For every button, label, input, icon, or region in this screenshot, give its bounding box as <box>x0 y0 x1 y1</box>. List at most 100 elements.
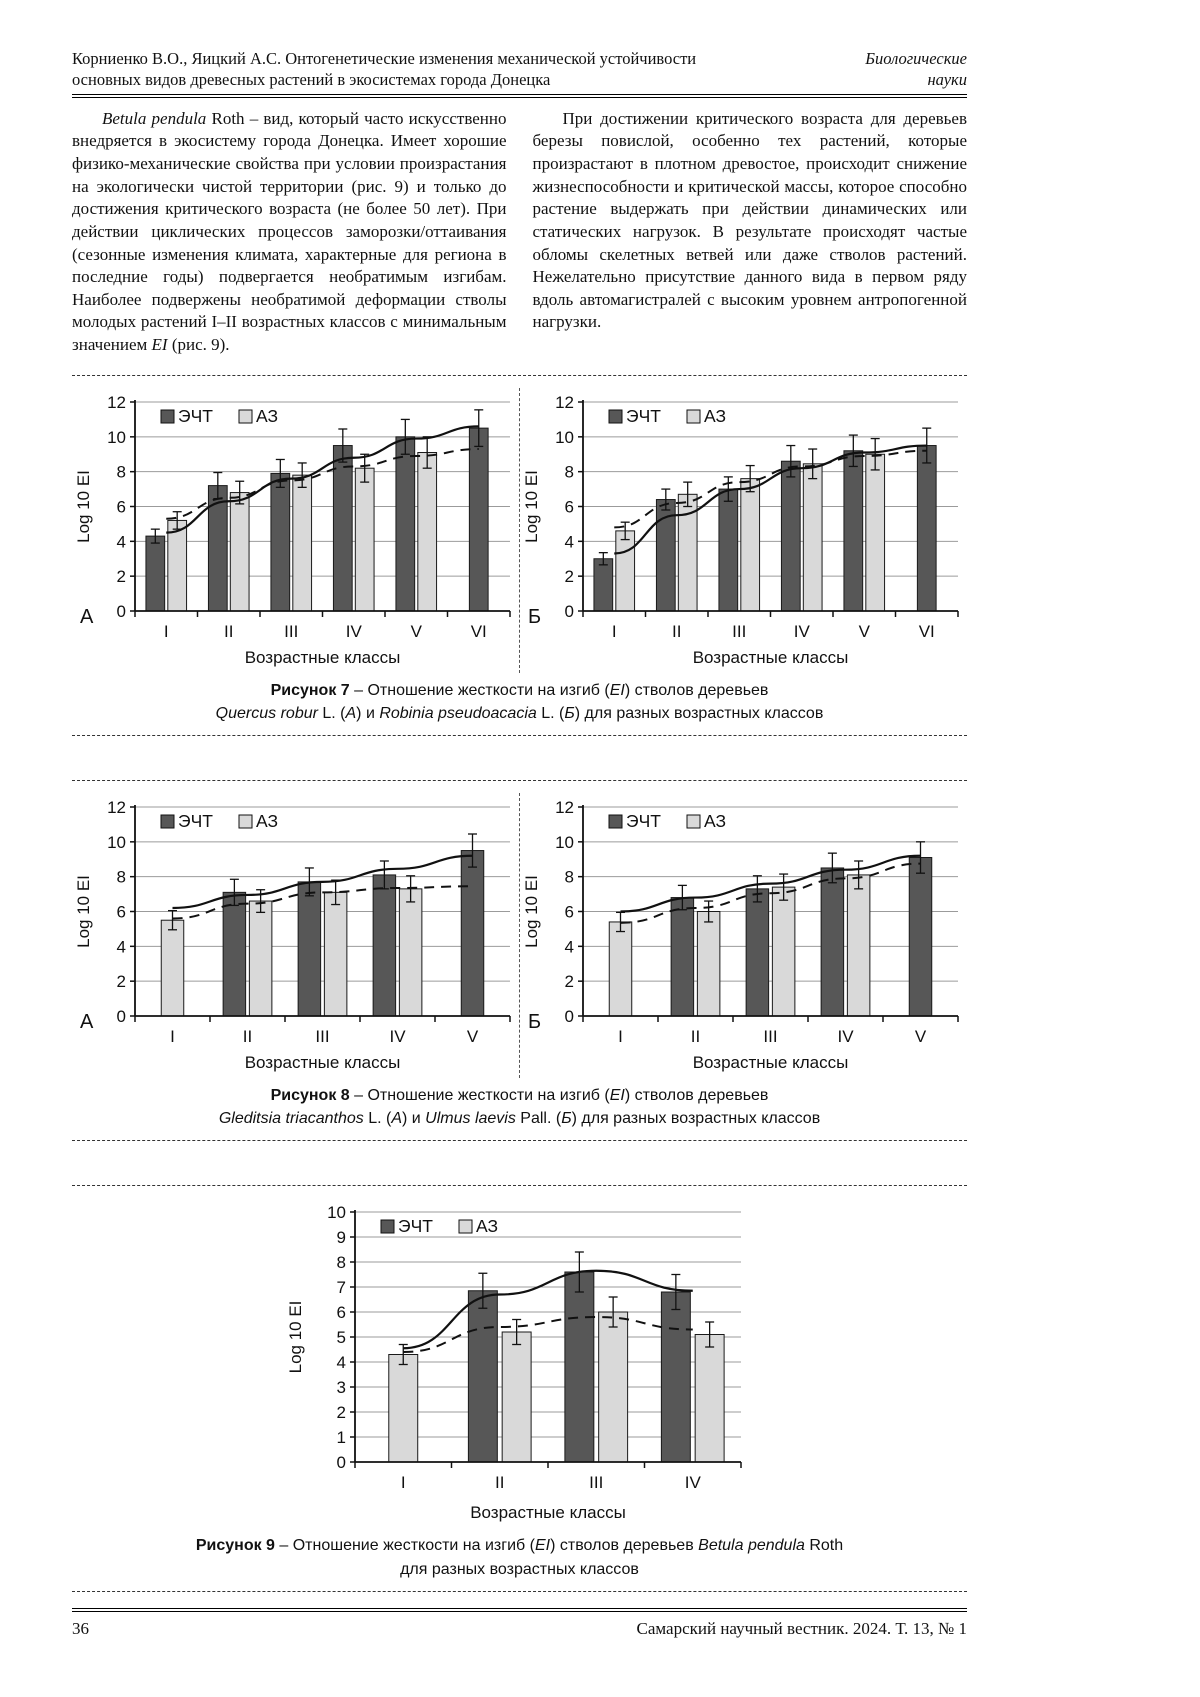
svg-text:Возрастные классы: Возрастные классы <box>245 648 401 667</box>
figure7-panel-b: 0 2 4 6 8 10 12 I II III IV V VI Возрастные классы Log… <box>519 387 967 673</box>
svg-text:Возрастные классы: Возрастные классы <box>245 1053 401 1072</box>
figure8-panel-a-letter: А <box>80 1010 94 1033</box>
svg-text:6: 6 <box>565 902 574 921</box>
svg-text:III: III <box>589 1473 603 1492</box>
svg-text:I: I <box>618 1027 623 1046</box>
svg-text:7: 7 <box>336 1278 345 1297</box>
svg-text:6: 6 <box>565 497 574 516</box>
svg-text:0: 0 <box>565 602 574 621</box>
svg-text:ЭЧТ: ЭЧТ <box>626 811 661 831</box>
svg-text:8: 8 <box>117 868 126 887</box>
svg-text:Log 10 EI: Log 10 EI <box>74 875 93 948</box>
svg-text:6: 6 <box>117 497 126 516</box>
figure7-charts-row: 0 2 4 6 8 10 12 I II III IV V VI Возрастные классы Log… <box>72 387 967 673</box>
figure9-caption: Рисунок 9 – Отношение жесткости на изгиб… <box>195 1537 844 1578</box>
svg-text:II: II <box>224 622 233 641</box>
svg-text:Возрастные классы: Возрастные классы <box>470 1503 626 1522</box>
svg-text:I: I <box>612 622 617 641</box>
svg-text:III: III <box>763 1027 777 1046</box>
svg-text:8: 8 <box>336 1253 345 1272</box>
svg-text:9: 9 <box>336 1228 345 1247</box>
svg-text:8: 8 <box>565 868 574 887</box>
svg-text:12: 12 <box>555 393 574 412</box>
svg-text:12: 12 <box>107 798 126 817</box>
svg-text:2: 2 <box>117 972 126 991</box>
svg-text:АЗ: АЗ <box>256 811 278 831</box>
svg-text:12: 12 <box>107 393 126 412</box>
svg-text:I: I <box>400 1473 405 1492</box>
svg-text:2: 2 <box>565 972 574 991</box>
svg-text:II: II <box>495 1473 504 1492</box>
svg-text:VI: VI <box>919 622 935 641</box>
svg-text:V: V <box>859 622 871 641</box>
running-header: Корниенко В.О., Яицкий А.С. Онтогенетиче… <box>72 48 967 91</box>
svg-text:0: 0 <box>117 602 126 621</box>
svg-text:10: 10 <box>555 833 574 852</box>
svg-text:10: 10 <box>555 427 574 446</box>
page-footer: 36 Самарский научный вестник. 2024. Т. 1… <box>72 1607 967 1639</box>
svg-text:8: 8 <box>565 462 574 481</box>
svg-text:10: 10 <box>107 833 126 852</box>
svg-text:4: 4 <box>117 532 126 551</box>
svg-text:0: 0 <box>117 1007 126 1026</box>
figure7-panel-a: 0 2 4 6 8 10 12 I II III IV V VI Возрастные классы Log… <box>72 388 519 673</box>
page-number: 36 <box>72 1618 89 1638</box>
svg-text:V: V <box>411 622 423 641</box>
figure8-panel-b-letter: Б <box>528 1010 542 1033</box>
svg-text:V: V <box>467 1027 479 1046</box>
svg-text:10: 10 <box>107 427 126 446</box>
svg-text:Возрастные классы: Возрастные классы <box>693 648 849 667</box>
svg-text:V: V <box>915 1027 927 1046</box>
header-rule <box>72 93 967 98</box>
svg-text:АЗ: АЗ <box>476 1216 498 1236</box>
svg-text:4: 4 <box>565 937 574 956</box>
svg-text:IV: IV <box>837 1027 854 1046</box>
svg-text:АЗ: АЗ <box>256 406 278 426</box>
section-line-2: науки <box>927 70 967 90</box>
svg-text:Log 10 EI: Log 10 EI <box>74 470 93 543</box>
svg-text:VI: VI <box>471 622 487 641</box>
svg-text:АЗ: АЗ <box>704 406 726 426</box>
svg-text:III: III <box>732 622 746 641</box>
left-paragraph: Betula pendula Roth – вид, который часто… <box>72 108 507 354</box>
svg-text:Log 10 EI: Log 10 EI <box>286 1301 305 1374</box>
page-content: Корниенко В.О., Яицкий А.С. Онтогенетиче… <box>72 0 967 1639</box>
right-paragraph: При достижении критического возраста для… <box>532 108 968 332</box>
figure7-panel-b-letter: Б <box>528 605 542 628</box>
figure8-panel-b: 0 2 4 6 8 10 12 I II III IV V Возрастные классы Log 1… <box>519 792 967 1078</box>
svg-text:3: 3 <box>336 1378 345 1397</box>
svg-text:ЭЧТ: ЭЧТ <box>178 406 213 426</box>
running-header-authors: Корниенко В.О., Яицкий А.С. Онтогенетиче… <box>72 48 696 91</box>
svg-text:4: 4 <box>565 532 574 551</box>
figure-7: 0 2 4 6 8 10 12 I II III IV V VI Возрастные классы Log… <box>72 374 967 736</box>
figure-8: 0 2 4 6 8 10 12 I II III IV V Возрастные классы Log 1… <box>72 779 967 1142</box>
svg-text:1: 1 <box>336 1428 345 1447</box>
svg-text:II: II <box>691 1027 700 1046</box>
svg-text:IV: IV <box>684 1473 701 1492</box>
svg-text:4: 4 <box>117 937 126 956</box>
figure8-caption: Рисунок 8 – Отношение жесткости на изгиб… <box>218 1086 821 1128</box>
svg-text:2: 2 <box>565 567 574 586</box>
left-column: Betula pendula Roth – вид, который часто… <box>72 108 507 357</box>
figure8-panel-a: 0 2 4 6 8 10 12 I II III IV V Возрастные классы Log 1… <box>72 793 519 1078</box>
svg-text:Возрастные классы: Возрастные классы <box>693 1053 849 1072</box>
figure7-caption: Рисунок 7 – Отношение жесткости на изгиб… <box>215 681 824 722</box>
svg-text:IV: IV <box>794 622 811 641</box>
svg-text:АЗ: АЗ <box>704 811 726 831</box>
svg-text:4: 4 <box>336 1353 345 1372</box>
header-line-1: Корниенко В.О., Яицкий А.С. Онтогенетиче… <box>72 49 697 68</box>
svg-text:ЭЧТ: ЭЧТ <box>626 406 661 426</box>
svg-text:II: II <box>672 622 681 641</box>
svg-text:6: 6 <box>117 902 126 921</box>
svg-text:8: 8 <box>117 462 126 481</box>
svg-text:5: 5 <box>336 1328 345 1347</box>
header-line-2: основных видов древесных растений в экос… <box>72 70 551 90</box>
svg-text:I: I <box>164 622 169 641</box>
svg-text:IV: IV <box>346 622 363 641</box>
body-text: Betula pendula Roth – вид, который часто… <box>72 108 967 357</box>
svg-text:ЭЧТ: ЭЧТ <box>398 1216 433 1236</box>
svg-text:II: II <box>243 1027 252 1046</box>
